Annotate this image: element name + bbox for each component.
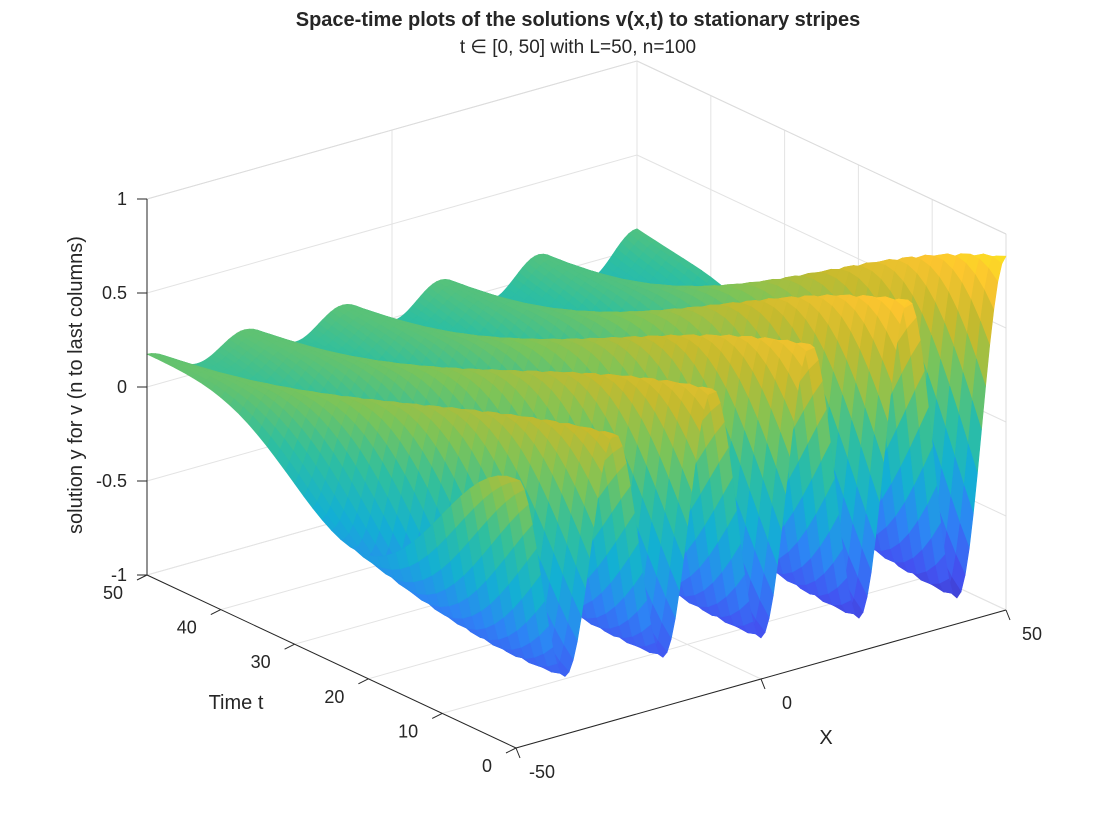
y-tick-label: 40: [177, 618, 197, 638]
chart-title: Space-time plots of the solutions v(x,t)…: [296, 9, 861, 31]
z-tick-label: -0.5: [96, 471, 127, 491]
z-tick-label: -1: [111, 565, 127, 585]
box-edge: [146, 60, 638, 200]
y-tick: [136, 574, 148, 581]
z-tick-label: 1: [117, 189, 127, 209]
y-tick-label: 10: [398, 721, 418, 741]
box-edge: [636, 60, 1007, 235]
y-tick: [505, 747, 517, 754]
z-tick-label: 0: [117, 377, 127, 397]
x-tick-label: 50: [1022, 624, 1042, 644]
surface-mesh: [146, 228, 1007, 677]
y-tick-label: 20: [324, 687, 344, 707]
x-tick-label: 0: [782, 693, 792, 713]
x-tick: [515, 747, 521, 759]
y-axis-label: Time t: [209, 692, 264, 714]
y-tick-label: 50: [103, 583, 123, 603]
y-tick: [284, 643, 295, 650]
chart-subtitle: t ∈ [0, 50] with L=50, n=100: [460, 37, 696, 58]
y-tick: [358, 678, 369, 685]
x-tick: [760, 678, 766, 690]
x-axis-label: X: [819, 727, 832, 749]
y-tick-label: 30: [251, 652, 271, 672]
y-tick: [431, 712, 443, 719]
x-tick-label: -50: [529, 762, 555, 782]
y-tick: [210, 609, 222, 616]
x-tick: [1005, 609, 1011, 621]
y-tick-label: 0: [482, 756, 492, 776]
z-tick-label: 0.5: [102, 283, 127, 303]
z-axis-label: solution y for v (n to last columns): [65, 236, 87, 534]
